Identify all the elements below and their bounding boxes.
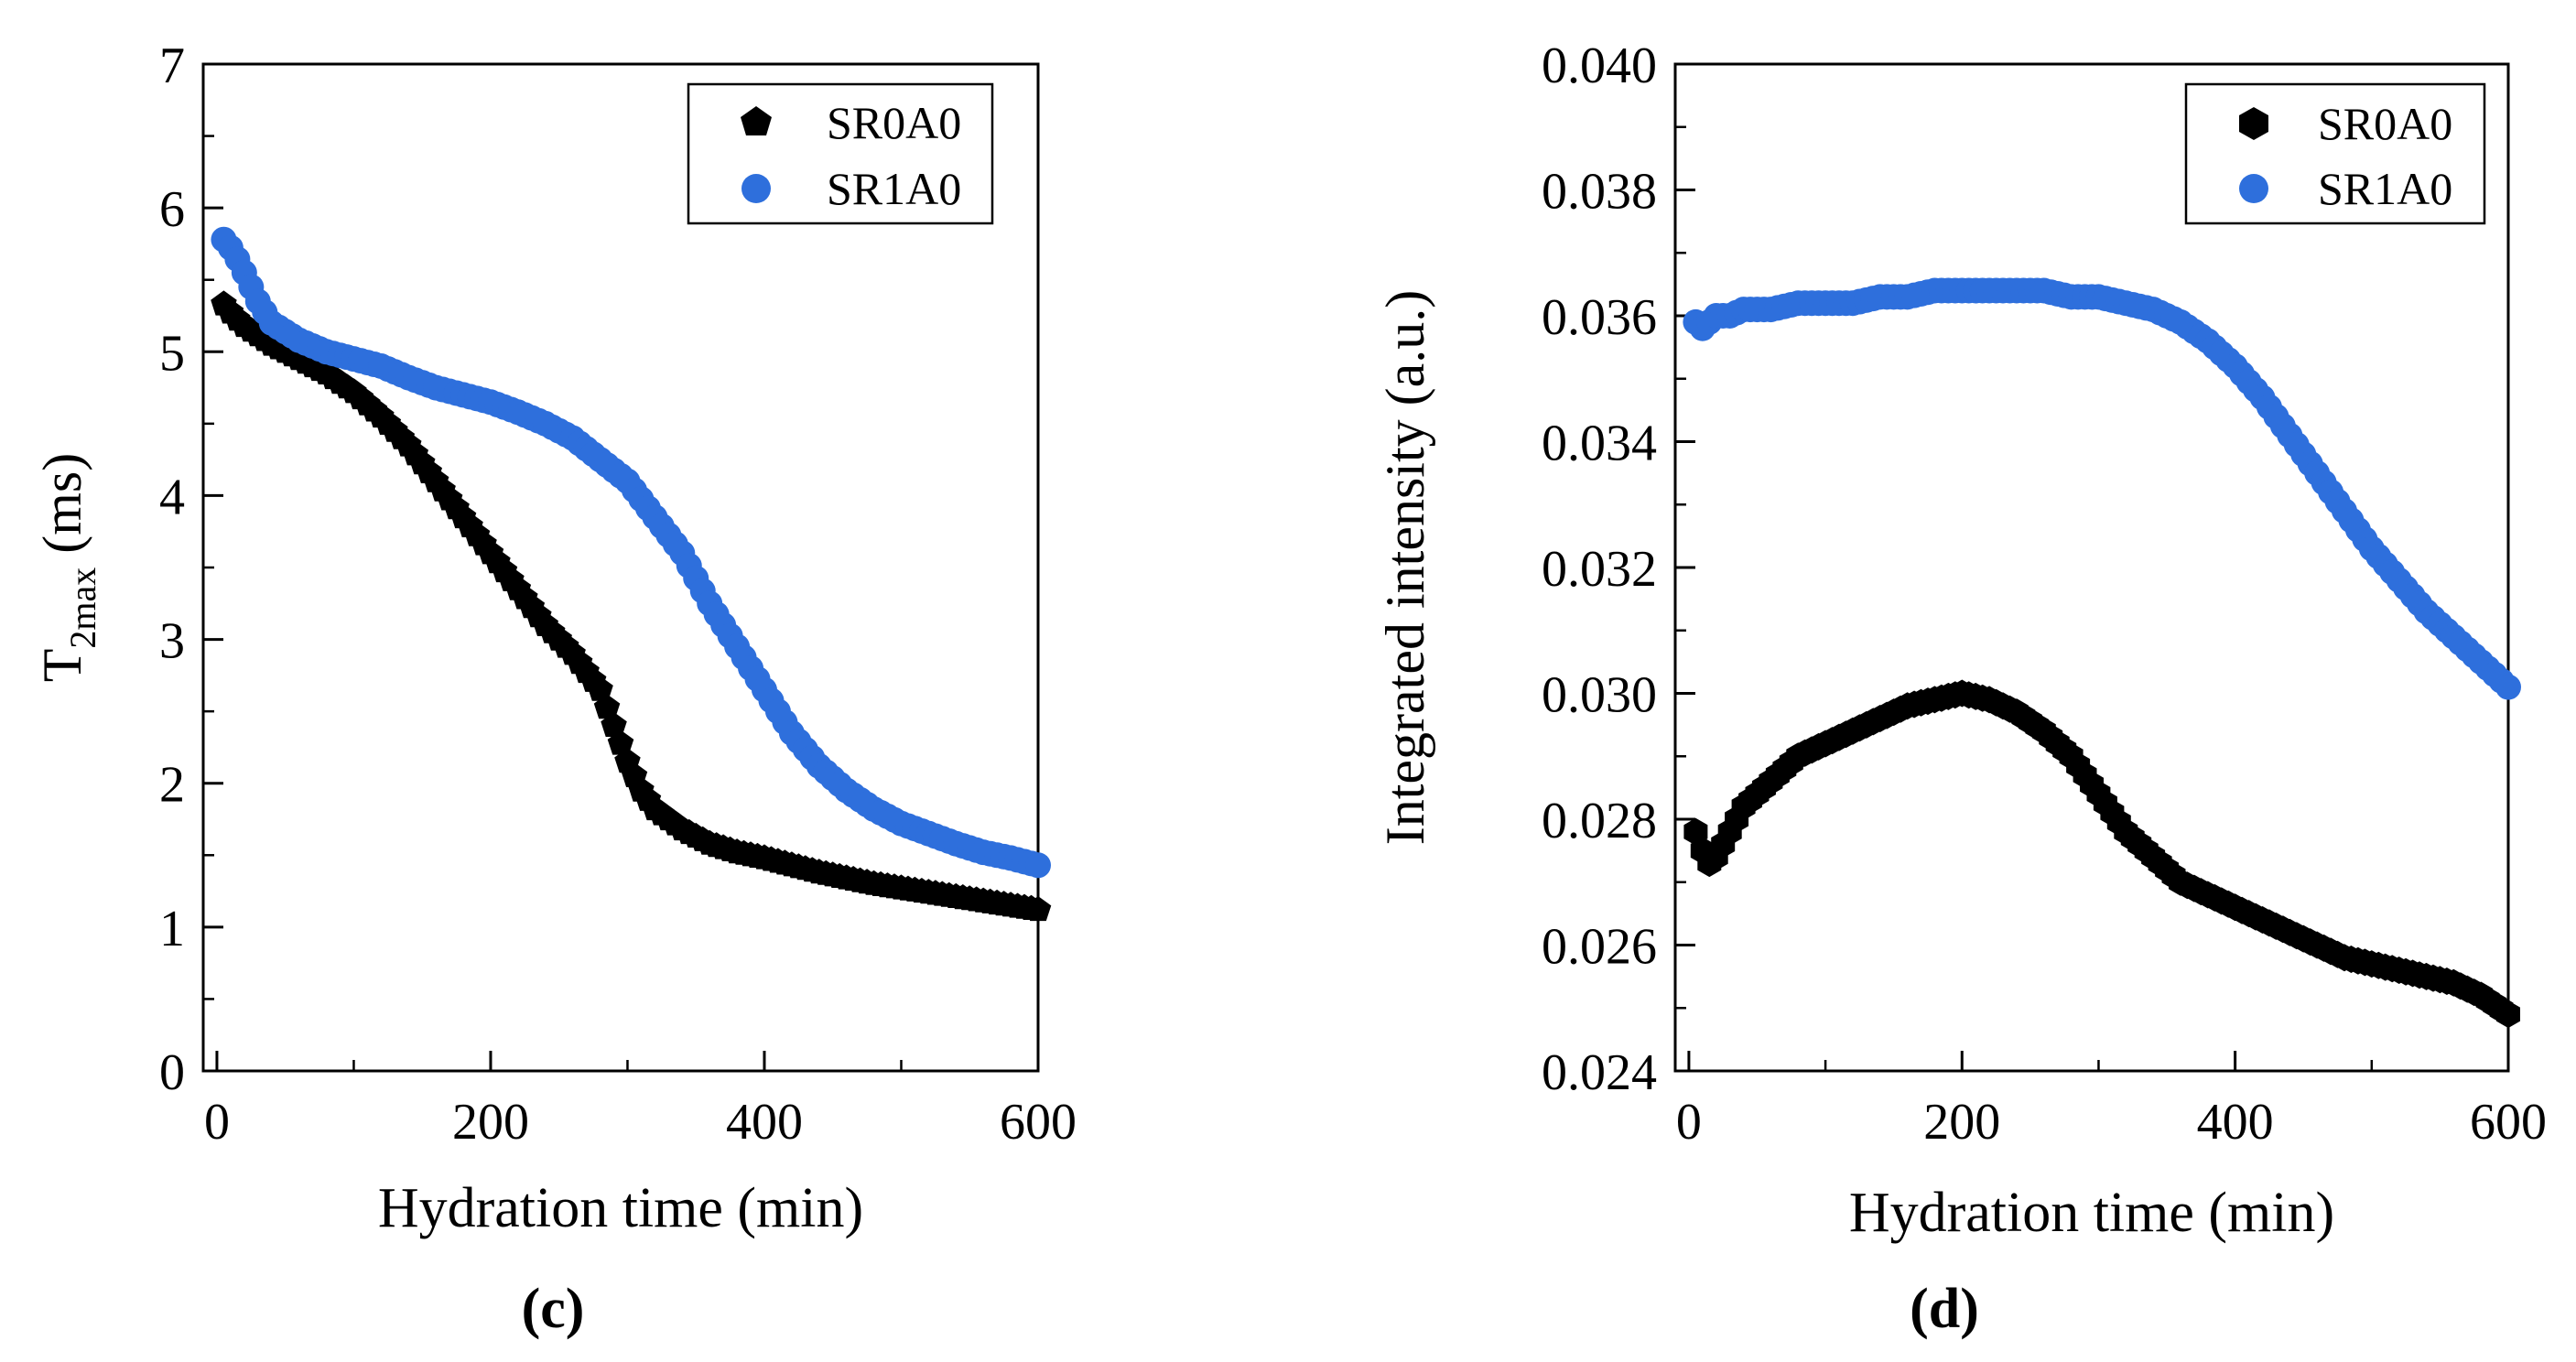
- panel-c-data-points: [211, 226, 1052, 922]
- panel-c-ylabel: T2max (ms): [32, 453, 103, 683]
- ytick-label: 0.038: [1542, 164, 1657, 221]
- data-point-sr1a0: [2495, 674, 2521, 700]
- panel-c-ytick-labels: 0 1 2 3 4 5 6 7: [159, 38, 185, 1101]
- panel-d-xlabel: Hydration time (min): [1849, 1182, 2334, 1244]
- panel-c-ticks: [203, 62, 1040, 1073]
- panel-d-caption: (d): [1910, 1278, 1979, 1340]
- panel-d-letter: d: [1929, 1278, 1960, 1340]
- series-sr0a0: [211, 290, 1052, 922]
- xtick-label: 0: [204, 1094, 230, 1151]
- series-sr1a0: [211, 226, 1051, 879]
- panel-d-legend-marker-sr1a0: [2239, 174, 2268, 203]
- panel-c-legend: SR0A0 SR1A0: [687, 82, 994, 225]
- panel-d: 0.024 0.026 0.028 0.030 0.032 0.034 0.036 0.038…: [1375, 38, 2547, 1340]
- panel-d-ylabel: Integrated intensity (a.u.): [1375, 290, 1435, 845]
- panel-d-xtick-labels: 0 200 400 600: [1676, 1094, 2547, 1151]
- xtick-label: 200: [452, 1094, 529, 1151]
- panel-c-ylabel-unit: (ms): [32, 453, 92, 568]
- panel-c-ylabel-main: T: [32, 649, 92, 683]
- ytick-label: 1: [159, 901, 185, 957]
- xtick-label: 0: [1676, 1094, 1702, 1151]
- ytick-label: 0: [159, 1044, 185, 1101]
- ytick-label: 6: [159, 181, 185, 238]
- panel-c-legend-box: [687, 82, 994, 225]
- ytick-label: 0.028: [1542, 793, 1657, 849]
- panel-d-legend-marker-sr0a0: [2239, 107, 2268, 140]
- panel-c-legend-marker-sr0a0: [741, 106, 772, 135]
- ytick-label: 5: [159, 325, 185, 382]
- ytick-label: 7: [159, 38, 185, 94]
- ytick-label: 0.026: [1542, 919, 1657, 976]
- ytick-label: 0.036: [1542, 289, 1657, 346]
- panel-d-legend-label-sr0a0: SR0A0: [2318, 98, 2452, 149]
- panel-d-ytick-labels: 0.024 0.026 0.028 0.030 0.032 0.034 0.036 0.038…: [1542, 38, 1657, 1101]
- data-point-sr0a0: [1024, 896, 1052, 922]
- panel-c-letter: c: [540, 1278, 566, 1340]
- ytick-label: 2: [159, 757, 185, 814]
- xtick-label: 200: [1923, 1094, 2000, 1151]
- data-point-sr1a0: [1025, 852, 1051, 879]
- panel-d-legend-label-sr1a0: SR1A0: [2318, 163, 2452, 214]
- panel-c-xtick-labels: 0 200 400 600: [204, 1094, 1077, 1151]
- ytick-label: 3: [159, 613, 185, 670]
- panel-c-legend-label-sr0a0: SR0A0: [827, 97, 961, 148]
- ytick-label: 0.034: [1542, 416, 1657, 472]
- xtick-label: 600: [1000, 1094, 1077, 1151]
- panel-c-legend-marker-sr1a0: [741, 174, 771, 203]
- panel-c-ylabel-sub: 2max: [62, 568, 103, 649]
- series-sr0a0: [1683, 679, 2520, 1029]
- series-sr1a0: [1683, 277, 2521, 700]
- panel-d-ticks: [1675, 62, 2510, 1073]
- xtick-label: 600: [2470, 1094, 2547, 1151]
- panel-d-data-points: [1683, 277, 2521, 1029]
- panel-c: 0 1 2 3 4 5 6 7 0 200 400 600 T2max (ms) Hydration…: [32, 38, 1077, 1340]
- xtick-label: 400: [2197, 1094, 2274, 1151]
- ytick-label: 0.024: [1542, 1044, 1657, 1101]
- panel-d-legend-box: [2184, 82, 2486, 225]
- xtick-label: 400: [726, 1094, 803, 1151]
- panel-c-legend-label-sr1a0: SR1A0: [827, 163, 961, 214]
- ytick-label: 4: [159, 469, 185, 525]
- panel-c-xlabel: Hydration time (min): [378, 1177, 863, 1239]
- panel-d-legend: SR0A0 SR1A0: [2184, 82, 2486, 225]
- ytick-label: 0.040: [1542, 38, 1657, 94]
- data-point-sr0a0: [2496, 1000, 2520, 1029]
- panel-c-caption: (c): [522, 1278, 585, 1340]
- ytick-label: 0.030: [1542, 667, 1657, 724]
- ytick-label: 0.032: [1542, 541, 1657, 598]
